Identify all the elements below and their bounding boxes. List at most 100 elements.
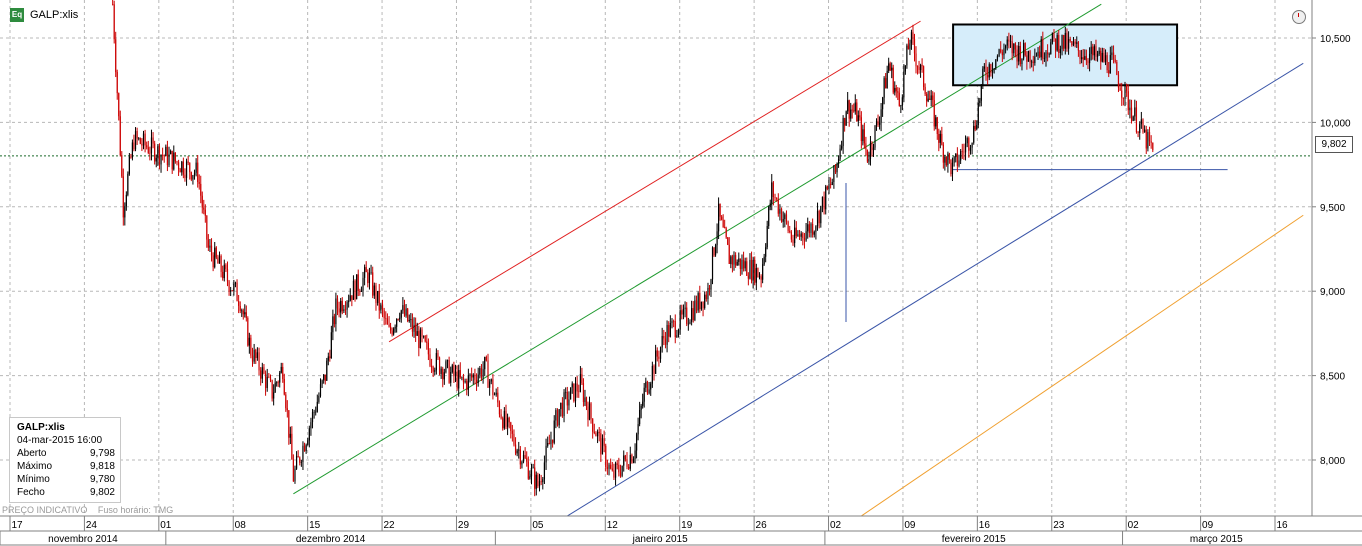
candle-body (471, 374, 473, 378)
candle-body (926, 94, 928, 102)
candle-body (1072, 41, 1075, 46)
candle-body (1047, 52, 1049, 55)
candle-body (184, 174, 186, 178)
x-tick-label: 12 (607, 520, 619, 531)
candle-body (522, 455, 525, 462)
candle-body (901, 97, 903, 106)
candle-body (825, 186, 827, 210)
candle-body (993, 68, 995, 70)
info-value: 9,818 (89, 461, 115, 472)
clock-icon[interactable] (1292, 10, 1306, 24)
x-tick-label: 26 (756, 520, 768, 531)
candle-body (268, 376, 270, 378)
candle-body (645, 381, 647, 388)
candle-body (279, 372, 281, 383)
candle-body (324, 374, 326, 381)
candle-body (179, 169, 181, 173)
candle-body (1077, 42, 1079, 51)
candle-body (969, 147, 972, 151)
candle-body (860, 117, 862, 142)
info-label: Máximo (17, 461, 53, 472)
candle-body (397, 319, 399, 320)
info-row-open: Aberto 9,798 (17, 448, 115, 461)
candle-body (668, 325, 670, 337)
info-label: Mínimo (17, 474, 50, 485)
candle-body (230, 290, 232, 292)
candle-body (502, 418, 504, 429)
candle-body (419, 329, 422, 349)
candle-body (327, 356, 329, 361)
candle-body (294, 468, 296, 482)
candle-body (469, 374, 471, 376)
candle-body (484, 356, 486, 370)
info-row-high: Máximo 9,818 (17, 461, 115, 474)
candle-body (980, 84, 982, 101)
candle-body (1122, 97, 1124, 99)
candle-body (898, 92, 900, 106)
candle-body (1051, 32, 1053, 43)
candle-body (650, 383, 652, 390)
candle-body (157, 146, 159, 158)
info-value: 9,802 (89, 487, 115, 498)
candle-body (487, 360, 489, 388)
candle-body (837, 159, 840, 164)
candle-body (938, 134, 940, 143)
candle-body (377, 290, 379, 303)
candle-body (777, 198, 779, 214)
candle-body (1132, 116, 1134, 121)
x-tick-label: 16 (979, 520, 991, 531)
symbol-label[interactable]: GALP:xlis (30, 9, 79, 21)
candle-body (247, 318, 249, 346)
candle-body (332, 316, 334, 333)
ohlc-info-panel: GALP:xlis 04-mar-2015 16:00 Aberto 9,798… (9, 417, 121, 503)
candle-body (348, 300, 350, 303)
candle-body (203, 207, 205, 210)
candle-body (1045, 52, 1047, 59)
candle-body (648, 389, 650, 394)
candle-body (154, 143, 156, 162)
candle-body (826, 186, 828, 190)
candle-body (321, 380, 323, 385)
candle-body (543, 462, 546, 480)
candle-body (368, 272, 371, 284)
y-tick-label: 8,000 (1320, 456, 1345, 467)
candle-body (640, 405, 642, 411)
y-tick-label: 8,500 (1320, 372, 1345, 383)
x-tick-label: 16 (1276, 520, 1288, 531)
candle-body (341, 300, 343, 311)
candle-body (810, 223, 812, 233)
channel-lower-line (548, 62, 1304, 528)
candle-body (220, 255, 222, 272)
timezone-note: Fuso horário: TMG (97, 505, 174, 515)
candle-body (634, 450, 636, 459)
candle-body (359, 290, 361, 292)
candle-body (365, 267, 367, 273)
candle-body (807, 224, 809, 232)
candle-body (606, 467, 608, 469)
candle-body (168, 154, 170, 166)
candle-body (666, 325, 668, 345)
candle-body (939, 133, 941, 143)
candle-body (402, 305, 404, 311)
candle-body (1014, 43, 1017, 50)
info-title: GALP:xlis (17, 422, 65, 433)
candle-body (963, 151, 965, 153)
candle-body (1127, 91, 1129, 111)
candle-body (707, 287, 709, 300)
x-tick-label: 05 (532, 520, 544, 531)
candle-body (611, 468, 613, 471)
candle-body (686, 307, 688, 324)
candle-body (790, 232, 792, 240)
candle-body (423, 336, 425, 337)
candle-body (146, 145, 148, 148)
candle-body (769, 203, 771, 207)
candle-body (1018, 45, 1020, 62)
candle-body (561, 402, 564, 417)
candle-body (545, 445, 547, 463)
candle-body (596, 431, 599, 437)
candle-body (673, 321, 675, 322)
candle-body (888, 63, 890, 71)
candle-body (233, 283, 235, 291)
candle-body (170, 150, 172, 155)
